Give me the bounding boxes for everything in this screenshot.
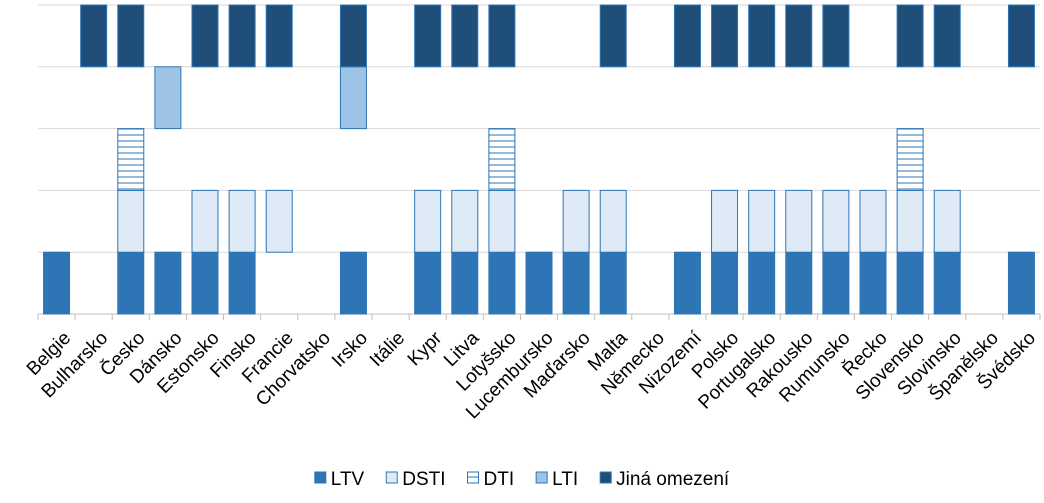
- bar-segment: [748, 189, 776, 253]
- bar-segment: [896, 189, 924, 253]
- bar-segment: [748, 4, 776, 68]
- bar-segment: [451, 4, 479, 68]
- bar-segment: [191, 4, 219, 68]
- legend-swatch: [314, 471, 327, 484]
- bar-segment: [228, 4, 256, 68]
- bar-segment: [339, 4, 367, 68]
- bar-segment: [748, 251, 776, 315]
- bar-segment: [488, 4, 516, 68]
- bar-segment: [673, 251, 701, 315]
- legend-swatch: [385, 471, 398, 484]
- bar-segment: [599, 189, 627, 253]
- bar-segment: [451, 251, 479, 315]
- bar-segment: [599, 4, 627, 68]
- bar-segment: [488, 189, 516, 253]
- bar-segment: [339, 66, 367, 130]
- legend-label: DSTI: [402, 469, 445, 490]
- bar-segment: [822, 251, 850, 315]
- bar-segment: [228, 251, 256, 315]
- bar-segment: [451, 189, 479, 253]
- bar-segment: [228, 189, 256, 253]
- legend-label: Jiná omezení: [616, 469, 730, 490]
- bar-segment: [414, 4, 442, 68]
- bar-segment: [191, 251, 219, 315]
- bar-segment: [154, 251, 182, 315]
- bar-segment: [191, 189, 219, 253]
- bar-segment: [896, 251, 924, 315]
- bar-segment: [562, 251, 590, 315]
- legend: LTV DSTI DTI LTI Jiná omezení: [314, 469, 730, 490]
- legend-swatch: [535, 471, 548, 484]
- bar-segment: [933, 189, 961, 253]
- x-tick-label: Itálie: [366, 328, 409, 371]
- bar-segment: [265, 4, 293, 68]
- bar-segment: [822, 189, 850, 253]
- bar-segment: [859, 251, 887, 315]
- legend-swatch: [467, 471, 480, 484]
- legend-label: LTV: [331, 469, 365, 490]
- bar-segment: [896, 128, 924, 191]
- bar-segment: [265, 189, 293, 253]
- bar-segment: [822, 4, 850, 68]
- bar-segment: [117, 4, 145, 68]
- legend-swatch: [599, 471, 612, 484]
- bar-segment: [711, 189, 739, 253]
- legend-label: LTI: [552, 469, 578, 490]
- x-tick-label: Kypr: [404, 327, 447, 370]
- bar-segment: [562, 189, 590, 253]
- bar-segment: [525, 251, 553, 315]
- bar-segment: [859, 189, 887, 253]
- bar-segment: [414, 251, 442, 315]
- bar-segment: [933, 4, 961, 68]
- x-tick-label: Irsko: [328, 328, 372, 372]
- bar-segment: [1007, 4, 1035, 68]
- bar-segment: [488, 251, 516, 315]
- bar-segment: [933, 251, 961, 315]
- bar-segment: [117, 251, 145, 315]
- bar-segment: [673, 4, 701, 68]
- bar-segment: [339, 251, 367, 315]
- bar-segment: [43, 251, 71, 315]
- bar-segment: [711, 4, 739, 68]
- bar-segment: [488, 128, 516, 191]
- legend-label: DTI: [484, 469, 515, 490]
- bar-segment: [785, 251, 813, 315]
- bar-segment: [117, 128, 145, 191]
- bar-segment: [711, 251, 739, 315]
- bar-segment: [1007, 251, 1035, 315]
- bar-segment: [599, 251, 627, 315]
- bar-segment: [80, 4, 108, 68]
- bar-segment: [154, 66, 182, 130]
- bar-segment: [785, 189, 813, 253]
- bar-segment: [414, 189, 442, 253]
- bar-segment: [896, 4, 924, 68]
- bar-segment: [117, 189, 145, 253]
- bar-segment: [785, 4, 813, 68]
